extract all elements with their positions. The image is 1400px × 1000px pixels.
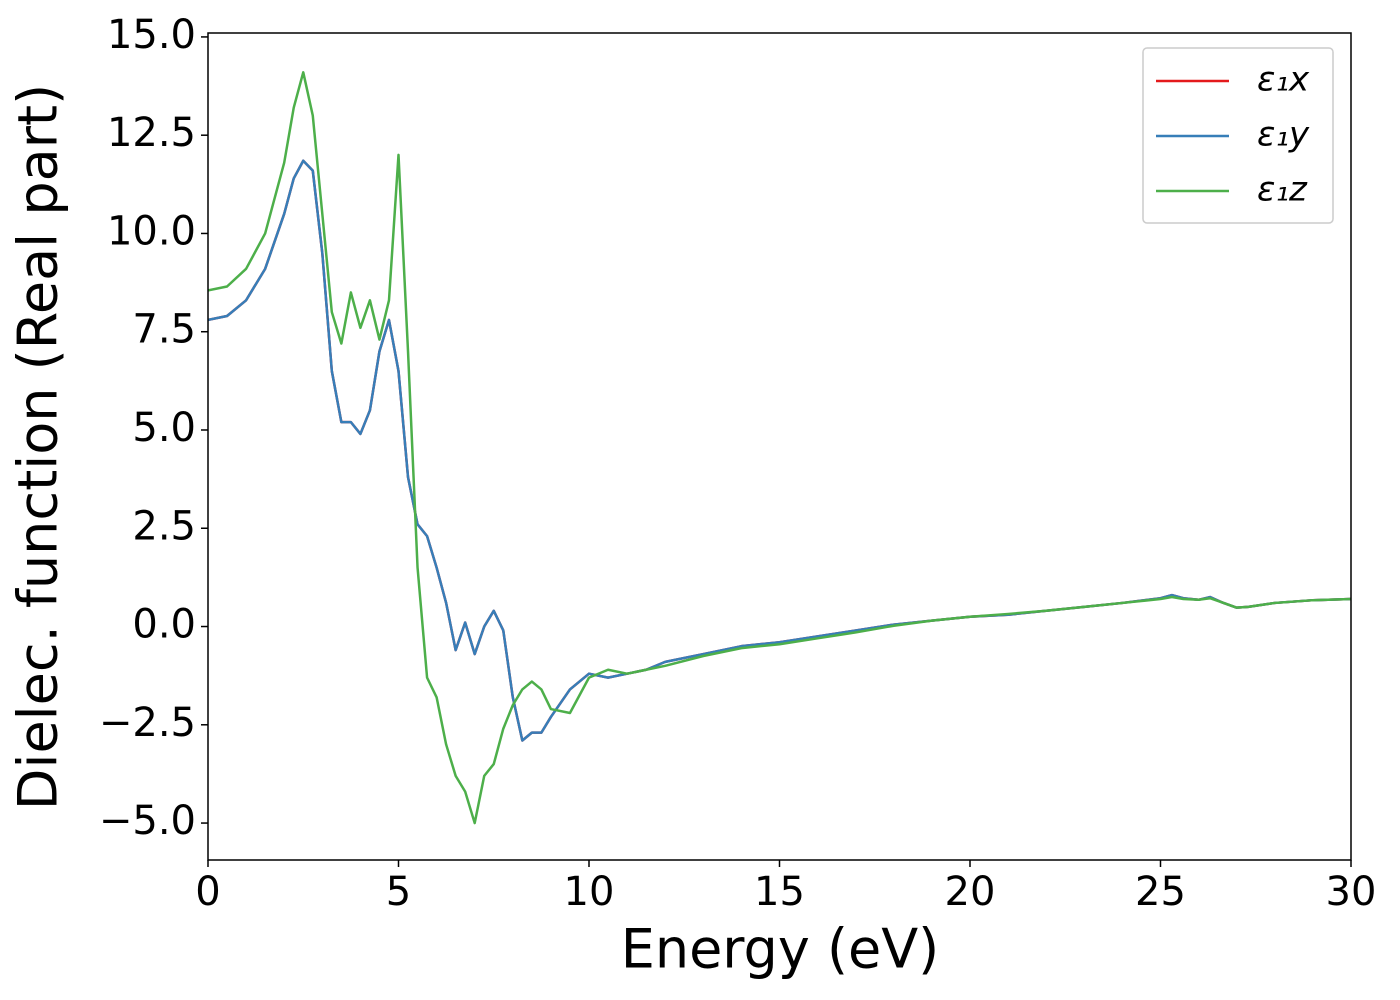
y-tick-label: 7.5 bbox=[132, 307, 196, 353]
x-tick-label: 20 bbox=[945, 869, 996, 915]
legend-label: ε₁y bbox=[1257, 115, 1310, 155]
x-tick-label: 30 bbox=[1326, 869, 1377, 915]
y-tick-label: 0.0 bbox=[132, 602, 196, 648]
x-axis-label: Energy (eV) bbox=[621, 918, 940, 981]
legend-box bbox=[1142, 47, 1334, 224]
y-tick-label: 5.0 bbox=[132, 405, 196, 451]
x-tick-label: 0 bbox=[195, 869, 220, 915]
x-tick-label: 10 bbox=[564, 869, 615, 915]
series-line bbox=[208, 159, 1351, 742]
y-tick-label: −2.5 bbox=[99, 700, 196, 746]
series-line bbox=[208, 71, 1351, 825]
y-axis-label: Dielec. function (Real part) bbox=[7, 84, 70, 810]
x-tick-label: 25 bbox=[1135, 869, 1186, 915]
legend-label: ε₁z bbox=[1257, 170, 1308, 210]
x-tick-label: 5 bbox=[386, 869, 411, 915]
y-tick-label: 12.5 bbox=[107, 110, 196, 156]
series-line bbox=[208, 159, 1351, 742]
y-tick-label: 2.5 bbox=[132, 503, 196, 549]
x-tick-label: 15 bbox=[754, 869, 805, 915]
legend-label: ε₁x bbox=[1257, 60, 1310, 100]
y-tick-label: 10.0 bbox=[107, 208, 196, 254]
plot-frame bbox=[207, 32, 1352, 861]
y-tick-label: −5.0 bbox=[99, 798, 196, 844]
y-tick-label: 15.0 bbox=[107, 12, 196, 58]
